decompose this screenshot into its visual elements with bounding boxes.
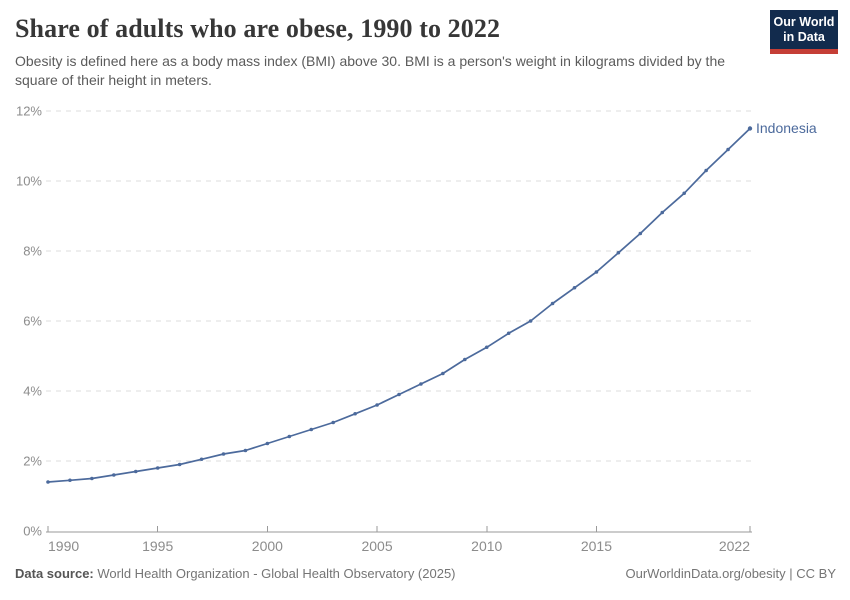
x-tick-label: 2015 xyxy=(581,538,612,554)
x-tick-label: 2005 xyxy=(361,538,392,554)
data-source-label: Data source: xyxy=(15,566,94,581)
data-point[interactable] xyxy=(112,473,116,477)
data-point[interactable] xyxy=(572,285,577,290)
data-point[interactable] xyxy=(594,270,599,274)
data-point[interactable] xyxy=(419,382,423,386)
data-point[interactable] xyxy=(68,478,72,483)
data-point[interactable] xyxy=(309,427,314,432)
data-point[interactable] xyxy=(353,411,357,416)
page-title: Share of adults who are obese, 1990 to 2… xyxy=(15,14,501,43)
data-point[interactable] xyxy=(682,191,686,196)
data-point[interactable] xyxy=(528,319,533,323)
data-point[interactable] xyxy=(221,452,226,456)
series-label: Indonesia xyxy=(756,120,817,136)
data-point[interactable] xyxy=(397,392,401,397)
data-point[interactable] xyxy=(463,357,467,362)
y-tick-label: 2% xyxy=(23,454,42,469)
data-source-text: World Health Organization - Global Healt… xyxy=(93,566,456,581)
x-tick-label: 2000 xyxy=(252,538,283,554)
data-point[interactable] xyxy=(704,168,708,173)
y-tick-label: 4% xyxy=(23,384,42,399)
data-point[interactable] xyxy=(287,434,292,439)
owid-logo-line2: in Data xyxy=(783,29,825,44)
data-point[interactable] xyxy=(747,126,753,131)
x-tick-label: 1995 xyxy=(142,538,173,554)
data-point[interactable] xyxy=(375,403,379,407)
data-point[interactable] xyxy=(484,345,489,350)
data-point[interactable] xyxy=(199,457,204,462)
data-point[interactable] xyxy=(726,147,730,152)
data-point[interactable] xyxy=(265,441,270,446)
chart-subtitle: Obesity is defined here as a body mass i… xyxy=(15,53,726,88)
y-tick-label: 0% xyxy=(23,524,42,539)
data-point[interactable] xyxy=(155,466,160,470)
series-line[interactable] xyxy=(47,127,751,483)
data-point[interactable] xyxy=(441,371,445,376)
data-source-note: Data source: World Health Organization -… xyxy=(15,566,456,581)
owid-logo-line1: Our World xyxy=(773,15,835,29)
license-link[interactable]: OurWorldinData.org/obesity | CC BY xyxy=(625,566,837,581)
y-tick-label: 6% xyxy=(23,314,42,329)
owid-logo[interactable]: Our World in Data xyxy=(770,10,838,54)
data-point[interactable] xyxy=(550,301,555,306)
data-point[interactable] xyxy=(616,250,621,255)
x-tick-label: 2010 xyxy=(471,538,502,554)
data-point[interactable] xyxy=(660,210,665,215)
y-tick-label: 12% xyxy=(16,104,42,119)
data-point[interactable] xyxy=(90,476,94,481)
x-tick-label: 1990 xyxy=(48,538,79,554)
chart-footer: Data source: World Health Organization -… xyxy=(15,566,836,581)
data-point[interactable] xyxy=(133,469,138,474)
data-point[interactable] xyxy=(638,231,643,236)
data-point[interactable] xyxy=(331,420,335,425)
data-point[interactable] xyxy=(506,331,511,336)
x-tick-label: 2022 xyxy=(719,538,750,554)
data-point[interactable] xyxy=(46,480,50,484)
data-point[interactable] xyxy=(243,448,248,453)
y-tick-label: 8% xyxy=(23,244,42,259)
data-point[interactable] xyxy=(177,462,182,467)
y-tick-label: 10% xyxy=(16,174,42,189)
